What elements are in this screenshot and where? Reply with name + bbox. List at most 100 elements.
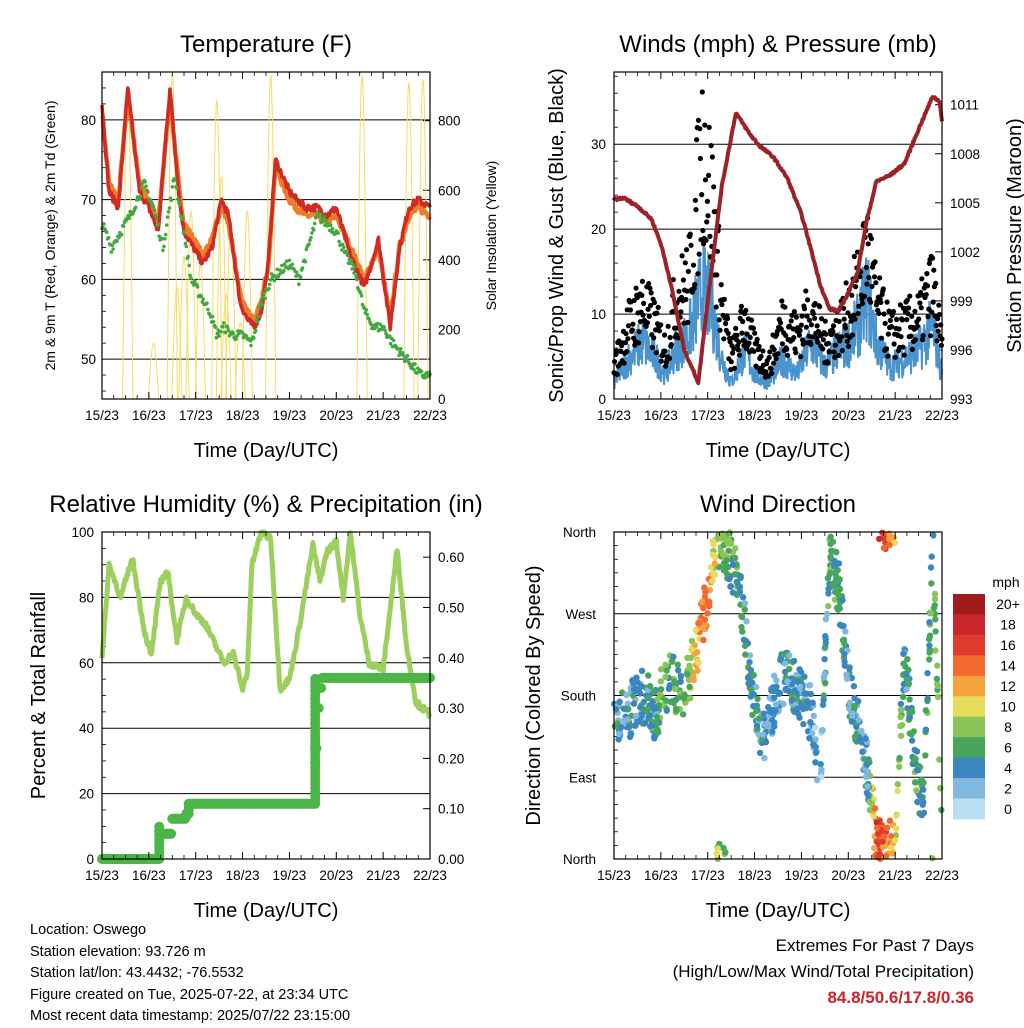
x-tick-label: 16/23	[132, 408, 166, 423]
direction-point	[686, 695, 694, 702]
gust-point	[680, 277, 687, 283]
gust-point	[883, 346, 890, 352]
dewpoint-point	[344, 250, 349, 255]
direction-point	[694, 649, 701, 656]
gust-point	[809, 334, 815, 340]
direction-point	[927, 564, 935, 571]
direction-point	[811, 724, 819, 731]
gust-point	[731, 346, 737, 352]
gust-point	[788, 318, 794, 324]
direction-point	[753, 707, 760, 714]
direction-point	[859, 748, 866, 756]
gust-point	[899, 317, 905, 323]
gust-point	[784, 346, 790, 352]
direction-point	[677, 672, 685, 680]
gust-point	[928, 333, 934, 339]
x-tick-label: 17/23	[179, 408, 213, 423]
dewpoint-point	[284, 259, 289, 264]
gust-point	[782, 304, 788, 310]
gust-point	[721, 296, 728, 302]
direction-point	[680, 695, 688, 702]
dewpoint-point	[121, 224, 126, 228]
gust-point	[685, 319, 691, 326]
direction-point	[611, 723, 618, 730]
gust-point	[769, 370, 775, 376]
y-tick-label: 50	[81, 352, 96, 367]
direction-point	[817, 761, 824, 768]
y2-tick-label: 0	[438, 392, 446, 407]
gust-point	[791, 335, 797, 341]
gust-point	[736, 352, 743, 358]
direction-point	[739, 594, 747, 601]
direction-point	[900, 650, 907, 657]
gust-point	[767, 349, 773, 355]
gust-point	[822, 318, 828, 324]
direction-point	[862, 773, 870, 781]
gust-point	[779, 298, 785, 304]
direction-point	[932, 628, 939, 635]
y-tick-label: West	[565, 607, 596, 622]
colorbar-label: 12	[1000, 678, 1016, 694]
direction-point	[906, 696, 913, 703]
gust-point	[830, 329, 836, 335]
direction-point	[887, 844, 894, 851]
y2-tick-label: 999	[950, 294, 973, 309]
direction-point	[712, 554, 719, 561]
colorbar-swatch	[953, 614, 985, 636]
y2-tick-label: 0.30	[438, 701, 464, 716]
dewpoint-point	[165, 215, 170, 219]
dewpoint-point	[423, 376, 428, 380]
gust-point	[766, 354, 772, 361]
direction-point	[934, 693, 942, 701]
direction-point	[702, 589, 709, 596]
gust-point	[925, 314, 931, 320]
y2-tick-label: 0.40	[438, 651, 464, 666]
colorbar-swatch	[953, 737, 985, 759]
direction-point	[675, 667, 682, 674]
colorbar-label: 6	[1004, 739, 1012, 755]
direction-point	[894, 781, 901, 788]
gust-point	[676, 288, 682, 294]
dewpoint-point	[388, 341, 393, 346]
gust-point	[665, 323, 671, 329]
gust-point	[633, 285, 639, 291]
direction-point	[706, 598, 713, 605]
direction-point	[824, 575, 832, 582]
colorbar-swatch	[953, 696, 985, 718]
y-axis-label: Percent & Total Rainfall	[28, 592, 50, 800]
direction-point	[736, 588, 744, 596]
direction-point	[897, 732, 905, 740]
dewpoint-point	[109, 250, 114, 254]
gust-point	[734, 332, 740, 338]
precip-series	[97, 672, 435, 864]
direction-point	[793, 696, 801, 703]
dewpoint-point	[282, 269, 286, 273]
gust-point	[823, 331, 829, 337]
gust-point	[865, 241, 871, 247]
direction-point	[897, 722, 904, 730]
gust-point	[646, 313, 652, 319]
direction-point	[809, 699, 816, 706]
direction-point	[662, 661, 669, 669]
x-tick-label: 15/23	[597, 868, 631, 883]
direction-point	[829, 538, 837, 545]
gust-point	[871, 274, 878, 280]
x-tick-label: 22/23	[925, 408, 959, 423]
y2-tick-label: 600	[438, 183, 461, 198]
gust-point	[704, 219, 710, 225]
gust-point	[909, 313, 915, 319]
direction-point	[866, 798, 873, 805]
gust-point	[923, 292, 929, 298]
direction-point	[782, 668, 789, 676]
x-tick-label: 19/23	[273, 868, 307, 883]
y-tick-label: 30	[591, 137, 606, 152]
dewpoint-point	[231, 332, 235, 336]
direction-point	[821, 670, 829, 677]
dewpoint-point	[401, 351, 405, 355]
x-tick-label: 17/23	[179, 868, 213, 883]
y2-tick-label: 0.10	[438, 802, 464, 817]
gust-point	[936, 311, 943, 318]
gust-point	[897, 302, 904, 308]
direction-point	[711, 571, 718, 578]
direction-point	[772, 701, 780, 708]
